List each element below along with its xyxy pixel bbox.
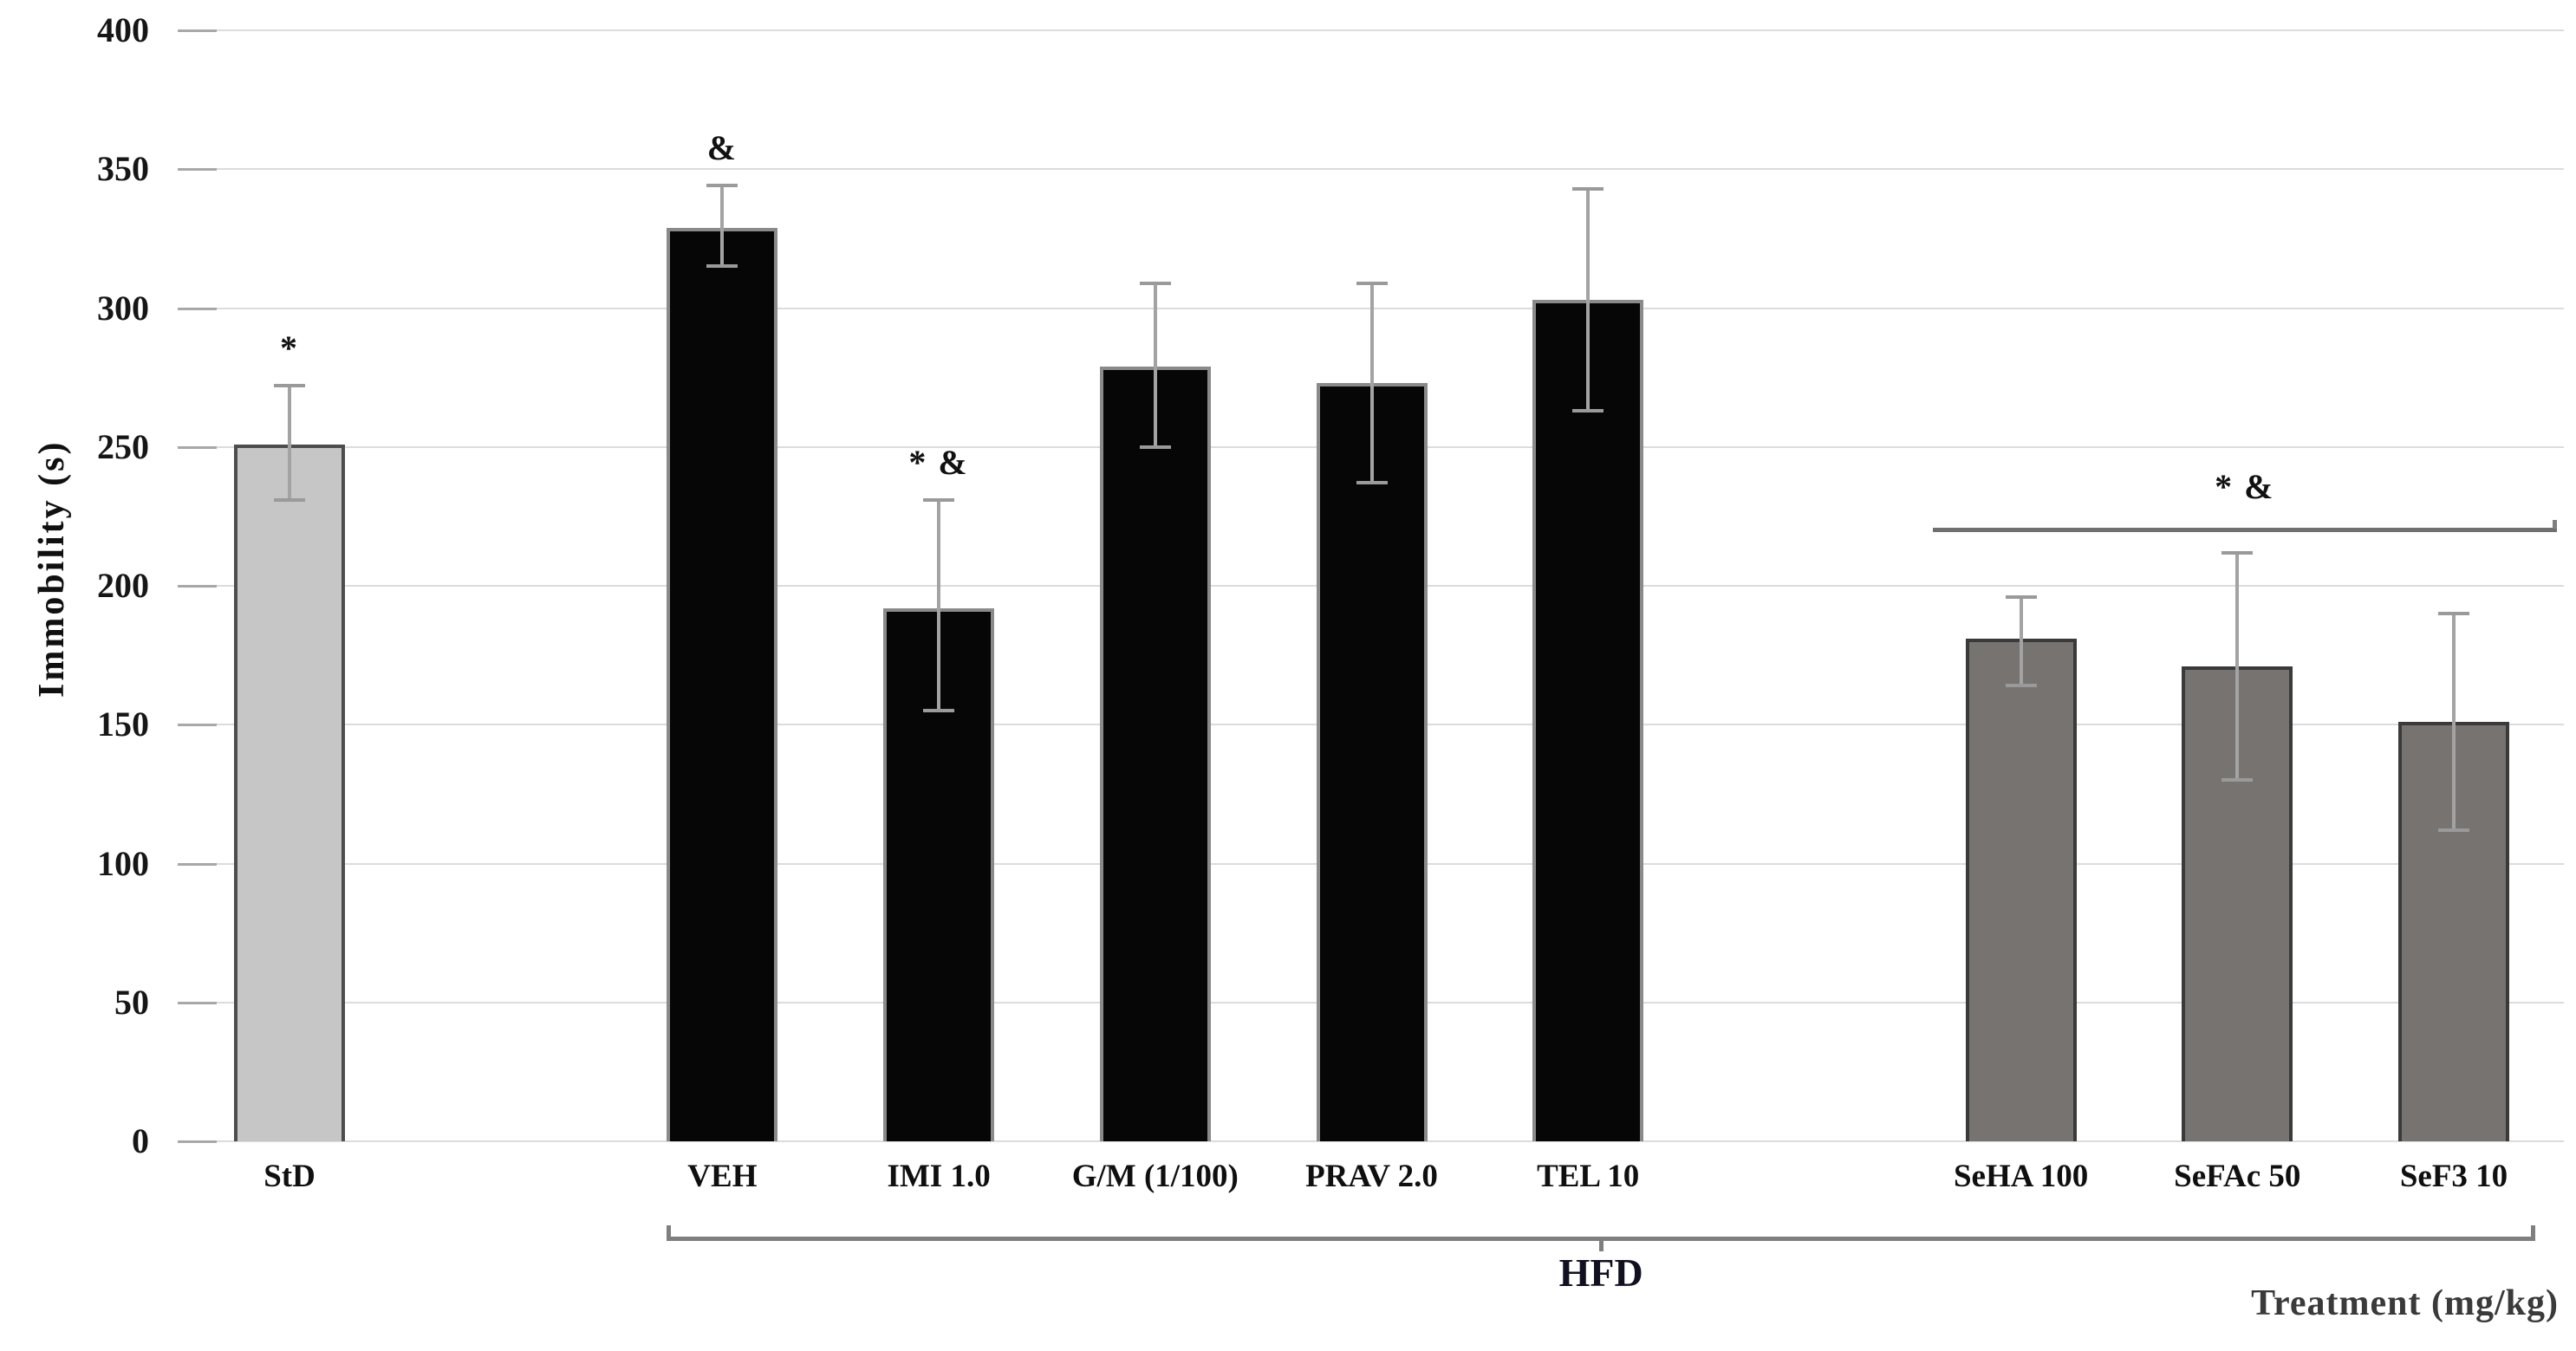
x-tick-label: TEL 10	[1537, 1159, 1640, 1194]
bar-seha-100	[1965, 638, 2077, 1141]
bar-tel-10	[1532, 299, 1644, 1141]
bar-veh	[667, 227, 778, 1141]
significance-line	[1932, 527, 2557, 532]
error-bar-cap-bottom	[706, 264, 738, 269]
y-axis-tick	[178, 724, 217, 727]
x-tick-label: SeHA 100	[1953, 1159, 2089, 1194]
error-bar-cap-top	[2005, 594, 2037, 599]
bar-prav-2-0	[1316, 383, 1428, 1141]
error-bar	[720, 185, 725, 267]
error-bar-cap-top	[1139, 281, 1171, 285]
error-bar-cap-bottom	[1139, 445, 1171, 449]
group-bracket	[667, 1237, 2535, 1241]
error-bar	[2019, 596, 2023, 686]
y-tick-label: 350	[97, 149, 149, 189]
y-tick-label: 100	[97, 843, 149, 883]
x-tick-label: SeF3 10	[2399, 1159, 2508, 1194]
error-bar-cap-top	[274, 384, 305, 388]
x-tick-label: SeFAc 50	[2174, 1159, 2301, 1194]
error-bar-cap-top	[1356, 281, 1388, 285]
bar-std	[234, 444, 345, 1141]
x-tick-label: PRAV 2.0	[1305, 1159, 1438, 1194]
significance-marker: * &	[2215, 466, 2275, 506]
error-bar-cap-top	[706, 184, 738, 188]
y-axis-tick	[178, 1140, 217, 1143]
gridline	[217, 307, 2564, 309]
gridline	[217, 1140, 2564, 1142]
significance-marker: * &	[908, 442, 969, 482]
error-bar-cap-bottom	[923, 709, 955, 713]
y-axis-tick	[178, 585, 217, 588]
error-bar	[2235, 552, 2240, 781]
significance-marker: *	[280, 328, 299, 368]
y-axis-tick	[178, 307, 217, 310]
y-tick-label: 150	[97, 705, 149, 744]
error-bar-cap-bottom	[274, 497, 305, 502]
error-bar	[2452, 614, 2456, 831]
y-axis-tick	[178, 445, 217, 449]
error-bar	[1586, 188, 1590, 412]
error-bar	[937, 499, 941, 711]
x-tick-label: VEH	[687, 1159, 758, 1194]
error-bar	[1153, 283, 1157, 447]
y-axis-tick	[178, 1001, 217, 1004]
significance-marker: &	[706, 128, 738, 168]
y-axis-tick	[178, 862, 217, 866]
y-tick-label: 250	[97, 426, 149, 466]
error-bar-cap-bottom	[2005, 684, 2037, 688]
x-tick-label: IMI 1.0	[887, 1159, 991, 1194]
y-axis-tick	[178, 29, 217, 32]
y-tick-label: 300	[97, 288, 149, 328]
group-bracket-center-tick	[1599, 1240, 1604, 1251]
error-bar	[288, 386, 291, 500]
significance-line-end	[2553, 519, 2557, 529]
bar-g-m-1-100-	[1099, 366, 1211, 1141]
error-bar	[1369, 283, 1374, 484]
y-tick-label: 200	[97, 566, 149, 605]
gridline	[217, 29, 2564, 31]
group-bracket-left-hook	[667, 1225, 672, 1237]
error-bar-cap-bottom	[1572, 409, 1604, 413]
gridline	[217, 168, 2564, 171]
error-bar-cap-bottom	[1356, 481, 1388, 485]
y-axis-tick	[178, 168, 217, 172]
error-bar-cap-top	[923, 497, 955, 502]
x-tick-label: StD	[263, 1159, 315, 1194]
x-axis-title: Treatment (mg/kg)	[2251, 1283, 2559, 1323]
y-tick-label: 400	[97, 10, 149, 49]
x-tick-label: G/M (1/100)	[1071, 1159, 1239, 1194]
error-bar-cap-top	[2221, 550, 2254, 555]
error-bar-cap-top	[1572, 186, 1604, 191]
error-bar-cap-bottom	[2438, 828, 2469, 833]
y-tick-label: 50	[114, 982, 149, 1022]
error-bar-cap-top	[2438, 612, 2469, 616]
error-bar-cap-bottom	[2221, 778, 2254, 783]
group-bracket-label: HFD	[1558, 1250, 1643, 1295]
y-tick-label: 0	[132, 1121, 149, 1160]
group-bracket-right-hook	[2531, 1225, 2535, 1237]
bar-sefac-50	[2182, 666, 2293, 1141]
